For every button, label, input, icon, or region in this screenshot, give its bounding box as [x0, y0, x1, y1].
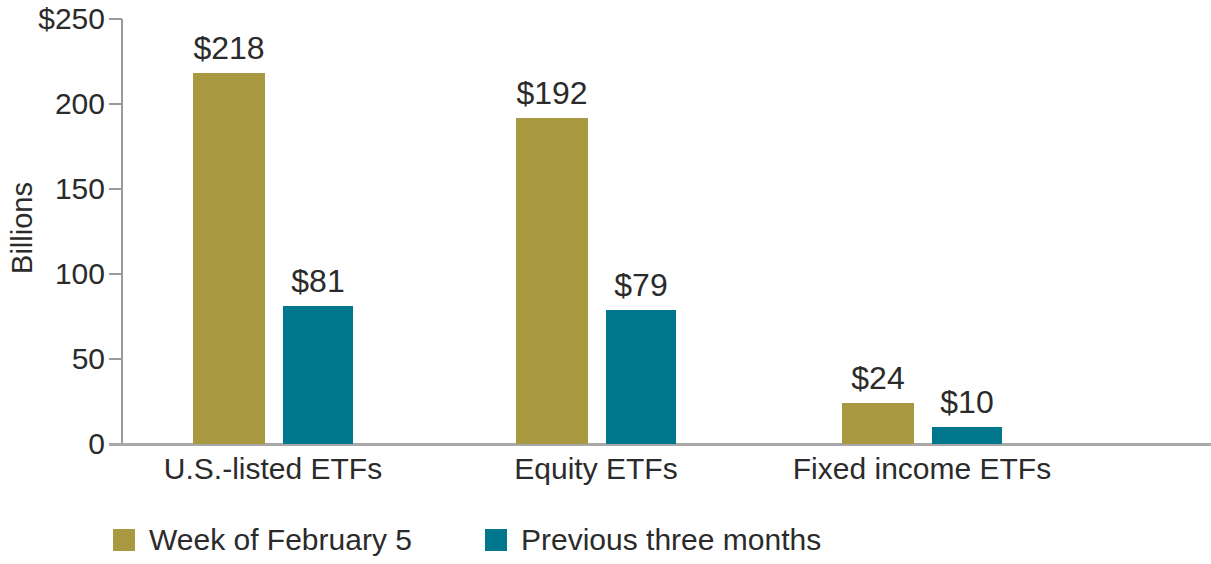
bar-week-of-february-5-u-s-listed-etfs	[193, 73, 265, 444]
bar-week-of-february-5-fixed-income-etfs	[842, 403, 914, 444]
value-label-week-of-february-5-equity-etfs: $192	[516, 76, 587, 110]
value-label-previous-three-months-fixed-income-etfs: $10	[940, 385, 993, 419]
bar-previous-three-months-fixed-income-etfs	[932, 427, 1002, 444]
y-axis-tick-mark	[109, 18, 122, 20]
y-axis-tick-mark	[109, 103, 122, 105]
bar-previous-three-months-equity-etfs	[606, 310, 676, 444]
x-axis-category-label-fixed-income-etfs: Fixed income ETFs	[793, 452, 1051, 486]
y-axis-tick-mark	[109, 273, 122, 275]
y-axis-tick-label: 50	[0, 344, 105, 374]
y-axis-tick-mark	[109, 358, 122, 360]
y-axis-tick-mark	[109, 188, 122, 190]
y-axis-line	[121, 19, 123, 446]
y-axis-tick-label: $250	[0, 4, 105, 34]
y-axis-tick-label: 0	[0, 429, 105, 459]
y-axis-tick-label: 150	[0, 174, 105, 204]
y-axis-tick-label: 200	[0, 89, 105, 119]
legend-label-previous-three-months: Previous three months	[521, 525, 821, 555]
legend-label-week-of-february-5: Week of February 5	[149, 525, 412, 555]
value-label-week-of-february-5-u-s-listed-etfs: $218	[193, 31, 264, 65]
value-label-previous-three-months-equity-etfs: $79	[614, 268, 667, 302]
bar-previous-three-months-u-s-listed-etfs	[283, 306, 353, 444]
value-label-week-of-february-5-fixed-income-etfs: $24	[851, 361, 904, 395]
value-label-previous-three-months-u-s-listed-etfs: $81	[291, 264, 344, 298]
legend-swatch-week-of-february-5	[113, 529, 135, 551]
y-axis-tick-label: 100	[0, 259, 105, 289]
legend-swatch-previous-three-months	[485, 529, 507, 551]
x-axis-category-label-u-s-listed-etfs: U.S.-listed ETFs	[164, 452, 382, 486]
etf-cash-flows-bar-chart: Billions 050100150200$250 $218$192$24$81…	[0, 0, 1211, 564]
bar-week-of-february-5-equity-etfs	[516, 118, 588, 444]
x-axis-category-label-equity-etfs: Equity ETFs	[514, 452, 677, 486]
